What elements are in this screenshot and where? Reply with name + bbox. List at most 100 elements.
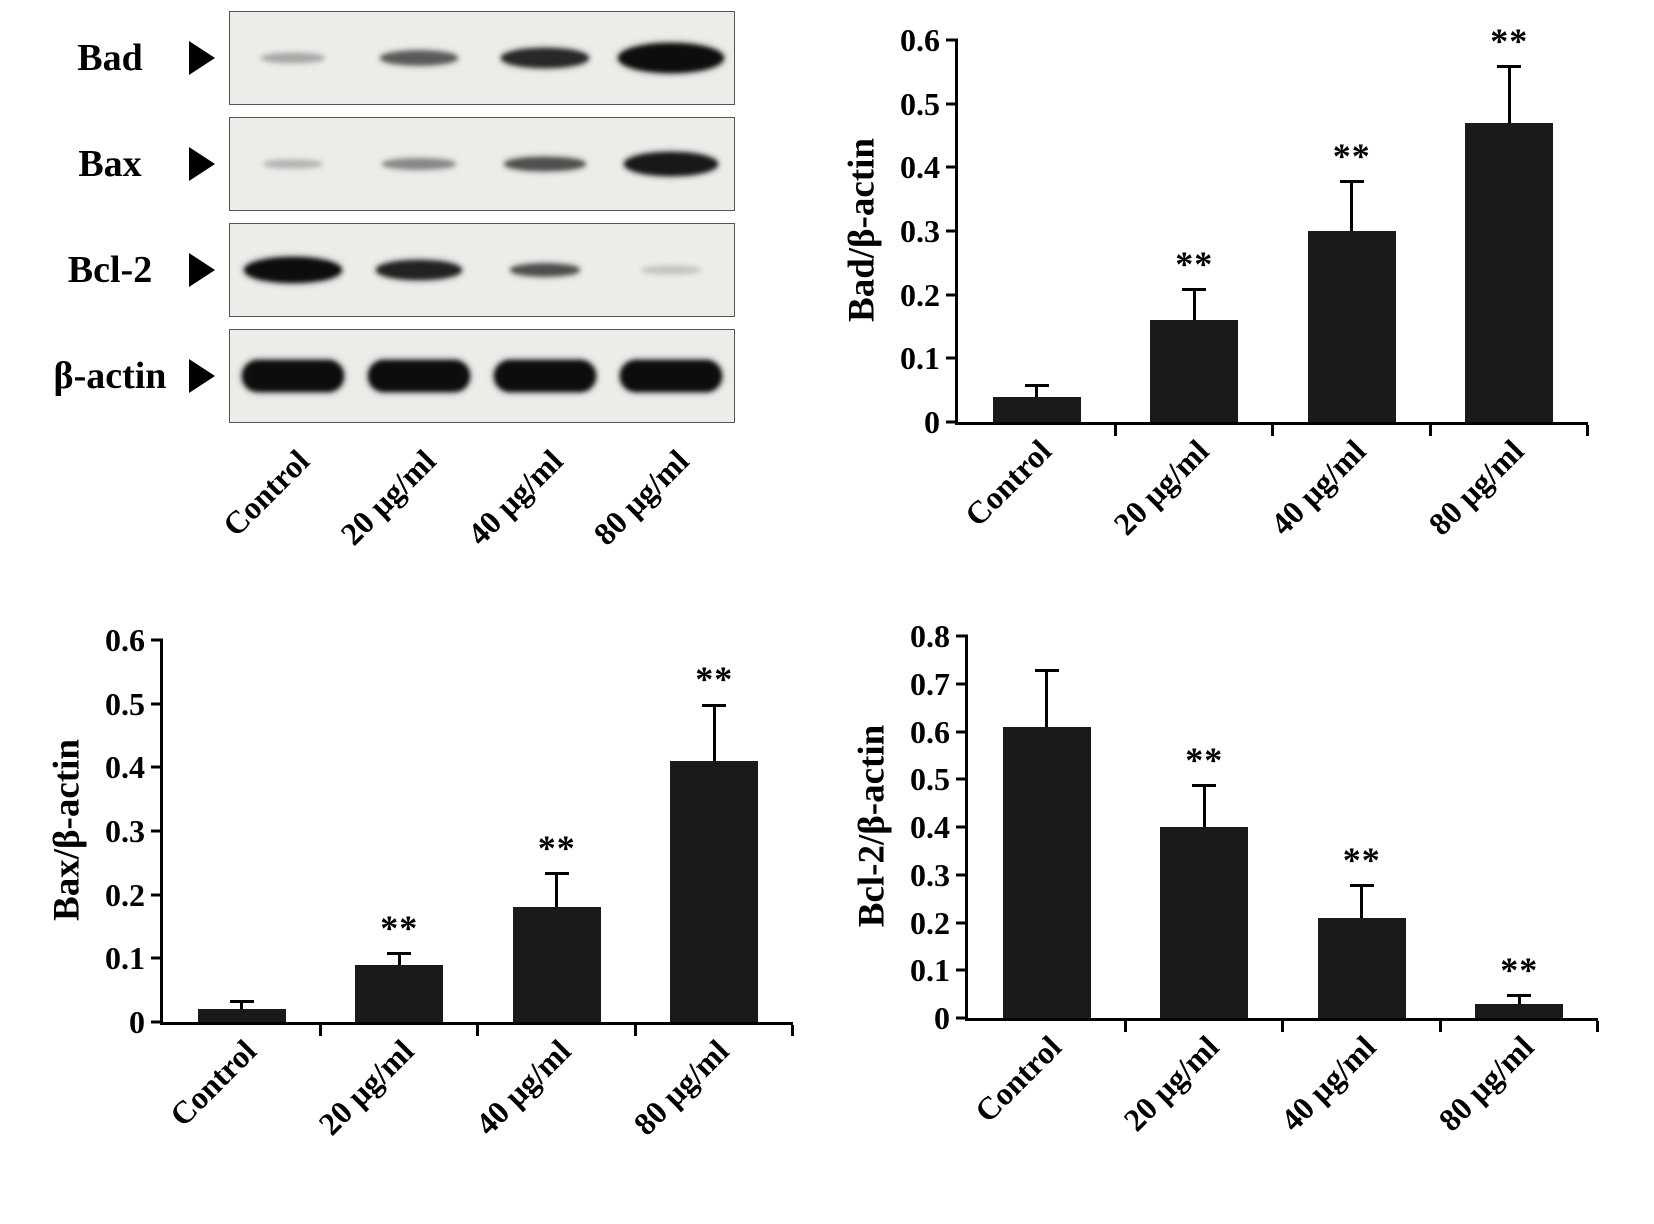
error-bar-cap bbox=[1507, 994, 1532, 998]
y-tick-label: 0.6 bbox=[900, 22, 940, 58]
blot-row: β-actin bbox=[35, 329, 735, 423]
error-bar-cap bbox=[1024, 383, 1049, 387]
error-bar bbox=[1349, 884, 1374, 918]
error-bar bbox=[1192, 784, 1217, 827]
bar bbox=[1475, 1003, 1564, 1018]
y-tick-mark bbox=[956, 1016, 968, 1020]
protein-band bbox=[624, 152, 718, 176]
error-bar-cap bbox=[1339, 180, 1364, 184]
y-axis-title: Bad/β-actin bbox=[841, 138, 883, 322]
arrow-right-icon bbox=[189, 253, 215, 287]
y-tick-label: 0.6 bbox=[910, 713, 950, 750]
y-tick-mark bbox=[151, 638, 163, 642]
y-tick-mark bbox=[946, 102, 958, 106]
y-tick-mark bbox=[956, 682, 968, 686]
significance-marker: ** bbox=[537, 828, 576, 868]
y-tick-label: 0.3 bbox=[910, 856, 950, 893]
y-tick-mark bbox=[946, 165, 958, 169]
chart-bad-beta-actin: Bad/β-actin 0 0.1 0.2 0.3 0.4 0.5 0.6 ** ** ** Co… bbox=[810, 22, 1630, 612]
y-tick-label: 0.5 bbox=[910, 761, 950, 798]
y-tick-label: 0.4 bbox=[910, 809, 950, 845]
y-tick-mark bbox=[946, 229, 958, 233]
chart-bcl2-beta-actin: Bcl-2/β-actin 0 0.1 0.2 0.3 0.4 0.5 0.6 0.7 0.8 *… bbox=[820, 618, 1640, 1208]
x-tick-mark bbox=[1113, 425, 1117, 436]
protein-band bbox=[261, 53, 325, 63]
protein-band bbox=[244, 257, 342, 283]
error-bar-cap bbox=[702, 703, 727, 707]
error-bar bbox=[229, 999, 254, 1010]
error-bar bbox=[1507, 994, 1532, 1004]
bar bbox=[1317, 917, 1406, 1018]
protein-band bbox=[618, 43, 724, 73]
error-bar bbox=[544, 872, 569, 908]
arrow-right-icon bbox=[189, 147, 215, 181]
arrow-right-icon bbox=[189, 359, 215, 393]
bar bbox=[992, 396, 1081, 422]
error-bar bbox=[1339, 180, 1364, 231]
plot-area: 0 0.1 0.2 0.3 0.4 0.5 0.6 ** ** ** bbox=[105, 624, 794, 1038]
error-bar bbox=[1024, 383, 1049, 397]
y-tick-label: 0.4 bbox=[900, 149, 940, 186]
blot-lane-box bbox=[229, 11, 735, 105]
x-tick-mark bbox=[1428, 425, 1432, 436]
y-tick-mark bbox=[956, 873, 968, 877]
blot-row: Bcl-2 bbox=[35, 223, 735, 317]
significance-marker: ** bbox=[1175, 243, 1214, 284]
y-tick-label: 0.1 bbox=[900, 340, 940, 377]
protein-label: Bax bbox=[78, 143, 142, 185]
protein-band bbox=[641, 266, 701, 274]
y-tick-mark bbox=[946, 38, 958, 42]
significance-marker: ** bbox=[1342, 839, 1381, 880]
protein-band bbox=[382, 158, 456, 170]
error-bar-cap bbox=[387, 951, 412, 955]
error-bar bbox=[1182, 288, 1207, 321]
y-tick-mark bbox=[151, 1020, 163, 1024]
y-tick-mark bbox=[151, 702, 163, 706]
y-tick-mark bbox=[946, 420, 958, 424]
bar bbox=[1002, 726, 1091, 1018]
error-bar-cap bbox=[1497, 65, 1522, 69]
y-tick-mark bbox=[956, 825, 968, 829]
x-tick-mark bbox=[1281, 1021, 1284, 1032]
y-axis-title: Bax/β-actin bbox=[46, 739, 88, 921]
y-tick-label: 0 bbox=[934, 1000, 950, 1036]
blot-row: Bad bbox=[35, 11, 735, 105]
bar bbox=[197, 1009, 286, 1022]
blot-lane-labels: Control 20 μg/ml 40 μg/ml 80 μg/ml bbox=[215, 442, 696, 552]
y-tick-label: 0.7 bbox=[910, 665, 950, 702]
x-tick-mark bbox=[1586, 425, 1589, 436]
y-tick-mark bbox=[956, 968, 968, 972]
protein-band bbox=[494, 360, 596, 392]
error-bar-cap bbox=[229, 999, 254, 1003]
protein-band bbox=[368, 360, 470, 392]
blot-row: Bax bbox=[35, 117, 735, 211]
y-tick-label: 0.1 bbox=[105, 940, 145, 977]
y-tick-label: 0.5 bbox=[900, 85, 940, 122]
bar bbox=[1307, 231, 1396, 422]
blot-lane-box bbox=[229, 223, 735, 317]
significance-marker: ** bbox=[1500, 949, 1539, 990]
protein-label: β-actin bbox=[53, 355, 167, 397]
bar bbox=[1465, 122, 1554, 422]
significance-marker: ** bbox=[1185, 739, 1224, 780]
y-tick-mark bbox=[946, 293, 958, 297]
significance-marker: ** bbox=[695, 659, 734, 700]
y-tick-label: 0.4 bbox=[105, 749, 145, 786]
y-tick-label: 0.3 bbox=[105, 813, 145, 849]
x-tick-mark bbox=[1596, 1021, 1599, 1032]
y-tick-mark bbox=[151, 956, 163, 960]
bar bbox=[355, 964, 444, 1022]
y-tick-label: 0 bbox=[129, 1004, 145, 1040]
protein-band bbox=[620, 360, 722, 392]
x-tick-mark bbox=[1123, 1021, 1127, 1032]
y-tick-label: 0.8 bbox=[910, 618, 950, 654]
error-bar-cap bbox=[1349, 884, 1374, 888]
western-blot-panel: Bad Bax Bcl-2 β-actin Control 20 μg/ml 40 μg/… bbox=[35, 11, 735, 612]
chart-bax-beta-actin: Bax/β-actin 0 0.1 0.2 0.3 0.4 0.5 0.6 ** ** ** Co… bbox=[15, 622, 835, 1212]
blot-lane-box bbox=[229, 117, 735, 211]
y-tick-mark bbox=[956, 777, 968, 781]
y-tick-label: 0 bbox=[924, 404, 940, 440]
y-tick-label: 0.2 bbox=[910, 904, 950, 941]
bar bbox=[512, 907, 601, 1022]
x-axis-labels: Control 20 μg/ml 40 μg/ml 80 μg/ml bbox=[162, 1032, 736, 1142]
